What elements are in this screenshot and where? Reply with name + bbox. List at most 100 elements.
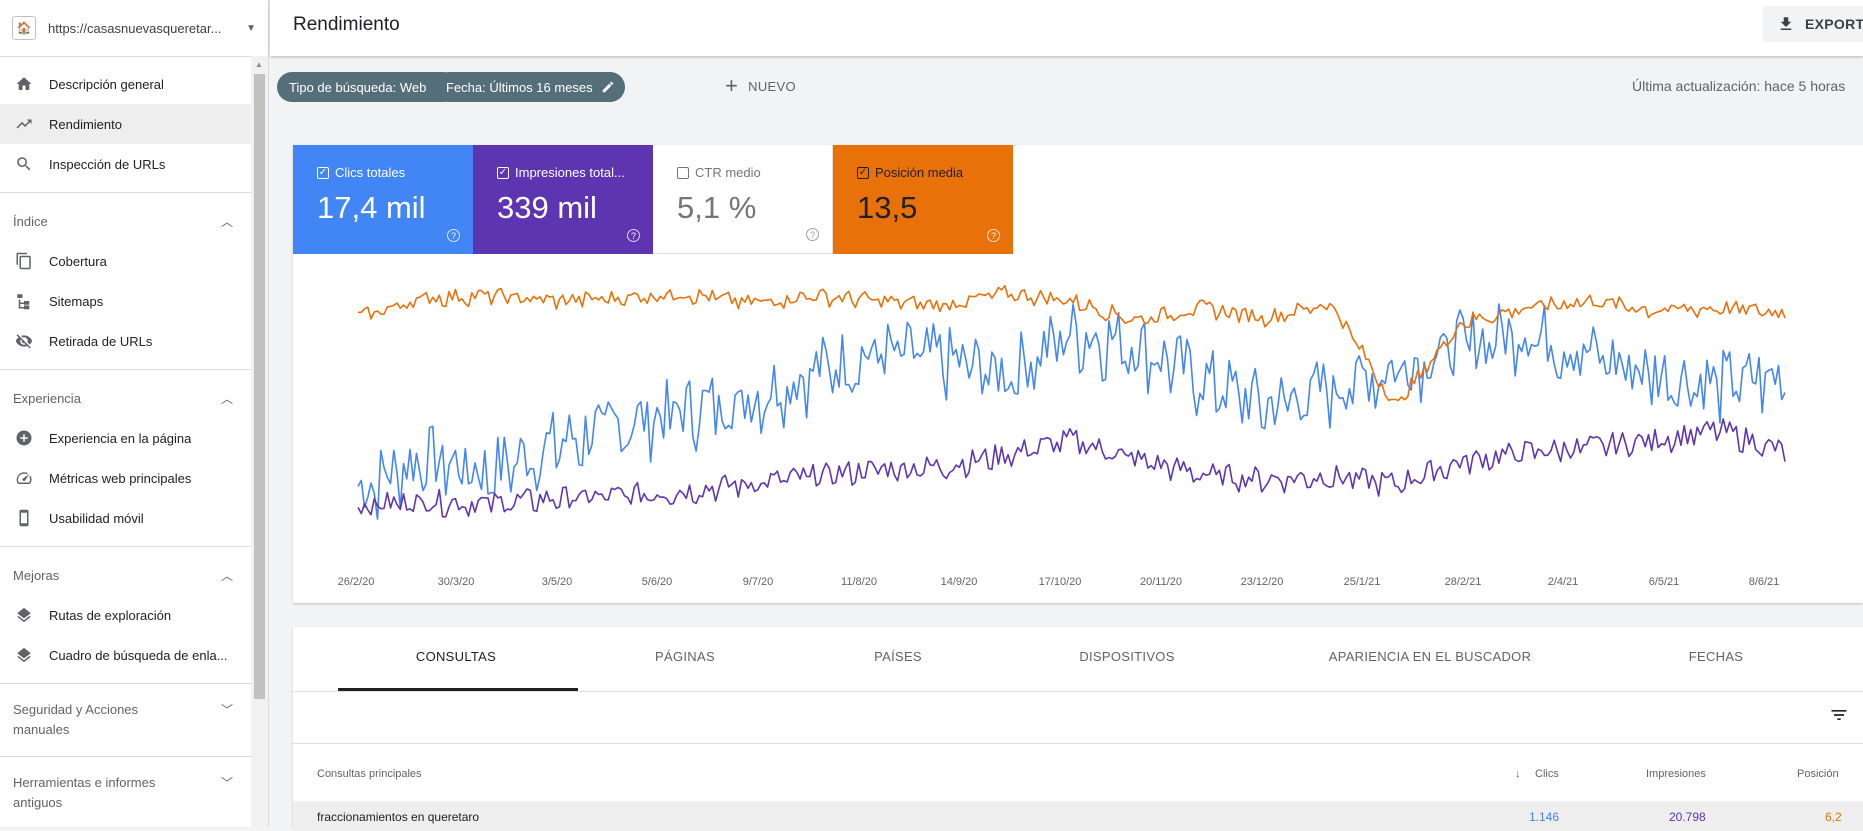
help-icon[interactable]: ? <box>447 229 460 242</box>
x-tick-label: 20/11/20 <box>1140 576 1182 588</box>
tab-queries[interactable]: CONSULTAS <box>415 649 497 664</box>
sidebar-item-core-web-vitals[interactable]: Métricas web principales <box>0 458 251 498</box>
scrollbar-thumb[interactable] <box>254 74 265 699</box>
visibility-off-icon <box>13 330 35 352</box>
divider <box>0 546 251 547</box>
chip-label: Fecha: Últimos 16 meses <box>446 79 593 95</box>
tab-devices[interactable]: DISPOSITIVOS <box>1079 649 1175 664</box>
metric-label: Posición media <box>875 165 964 180</box>
trending-up-icon <box>13 113 35 135</box>
tab-dates[interactable]: FECHAS <box>1688 649 1744 664</box>
sidebar-item-label: Sitemaps <box>49 293 104 309</box>
section-index-toggle[interactable]: Índice ︿ <box>0 201 251 241</box>
sidebar-scrollbar[interactable]: ▲ <box>251 56 268 827</box>
sidebar-item-url-inspection[interactable]: Inspección de URLs <box>0 144 251 184</box>
sidebar-item-label: Descripción general <box>49 76 164 92</box>
sidebar-item-sitelinks-searchbox[interactable]: Cuadro de búsqueda de enla... <box>0 635 251 675</box>
caret-down-icon: ▼ <box>246 22 256 34</box>
checkbox-checked-icon[interactable]: ✓ <box>857 166 869 179</box>
section-enhancements-toggle[interactable]: Mejoras ︿ <box>0 555 251 595</box>
sidebar-item-label: Usabilidad móvil <box>49 510 144 526</box>
divider <box>0 192 251 193</box>
metric-label: Impresiones total... <box>515 165 625 180</box>
x-tick-label: 30/3/20 <box>438 576 475 588</box>
x-tick-label: 25/1/21 <box>1344 576 1381 588</box>
sidebar-item-sitemaps[interactable]: Sitemaps <box>0 281 251 321</box>
tab-countries[interactable]: PAÍSES <box>874 649 922 664</box>
table-row[interactable]: fraccionamientos en queretaro 1.146 20.7… <box>293 801 1863 831</box>
section-legacy-tools-toggle[interactable]: Herramientas e informes antiguos ﹀ <box>0 765 251 821</box>
search-type-chip[interactable]: Tipo de búsqueda: Web <box>277 72 459 102</box>
tab-pages[interactable]: PÁGINAS <box>655 649 715 664</box>
download-icon <box>1780 17 1792 30</box>
sidebar-item-label: Rendimiento <box>49 116 122 132</box>
sidebar-item-performance[interactable]: Rendimiento <box>0 104 251 144</box>
section-security-toggle[interactable]: Seguridad y Acciones manuales ﹀ <box>0 692 251 748</box>
row-position: 6,2 <box>1825 810 1842 824</box>
checkbox-unchecked-icon[interactable] <box>677 166 689 179</box>
metric-value: 5,1 % <box>677 190 757 225</box>
sidebar-item-breadcrumbs[interactable]: Rutas de exploración <box>0 595 251 635</box>
scroll-up-arrow-icon[interactable]: ▲ <box>255 60 263 69</box>
metric-total-impressions[interactable]: ✓ Impresiones total... 339 mil ? <box>473 145 653 254</box>
x-tick-label: 23/12/20 <box>1241 576 1284 588</box>
section-title: Índice <box>13 213 48 229</box>
sidebar: 🏠 https://casasnuevasqueretar... ▼ Descr… <box>0 0 269 827</box>
series-line <box>357 418 1786 518</box>
section-title: Mejoras <box>13 567 60 583</box>
sidebar-item-coverage[interactable]: Cobertura <box>0 241 251 281</box>
export-button[interactable]: EXPORTAR <box>1763 6 1863 42</box>
section-title: Experiencia <box>13 390 81 406</box>
help-icon[interactable]: ? <box>987 229 1000 242</box>
new-filter-button[interactable]: + NUEVO <box>725 75 796 97</box>
section-experience-toggle[interactable]: Experiencia ︿ <box>0 378 251 418</box>
chevron-down-icon: ﹀ <box>220 776 233 790</box>
column-header-query[interactable]: Consultas principales <box>317 768 422 780</box>
tab-search-appearance[interactable]: APARIENCIA EN EL BUSCADOR <box>1328 649 1532 664</box>
date-range-chip[interactable]: Fecha: Últimos 16 meses <box>434 72 625 102</box>
x-tick-label: 14/9/20 <box>941 576 978 588</box>
active-tab-indicator <box>338 688 578 691</box>
results-table-card: CONSULTAS PÁGINAS PAÍSES DISPOSITIVOS AP… <box>293 627 1863 831</box>
checkbox-checked-icon[interactable]: ✓ <box>497 166 509 179</box>
search-icon <box>13 153 35 175</box>
checkbox-checked-icon[interactable]: ✓ <box>317 166 329 179</box>
x-tick-label: 6/5/21 <box>1649 576 1680 588</box>
help-icon[interactable]: ? <box>806 228 819 241</box>
performance-line-chart[interactable]: 26/2/20 30/3/20 3/5/20 5/6/20 9/7/20 11/8/20 1… <box>293 254 1863 603</box>
edit-pencil-icon <box>602 81 613 93</box>
sidebar-item-page-experience[interactable]: Experiencia en la página <box>0 418 251 458</box>
export-label: EXPORTAR <box>1805 16 1863 32</box>
metric-average-ctr[interactable]: CTR medio 5,1 % ? <box>653 145 833 254</box>
sidebar-item-mobile-usability[interactable]: Usabilidad móvil <box>0 498 251 538</box>
sort-arrow-down-icon[interactable]: ↓ <box>1515 768 1521 780</box>
column-header-impressions[interactable]: Impresiones <box>1646 768 1706 780</box>
section-title: Seguridad y Acciones manuales <box>13 702 139 737</box>
column-header-position[interactable]: Posición <box>1797 768 1839 780</box>
property-selector[interactable]: 🏠 https://casasnuevasqueretar... ▼ <box>0 0 268 57</box>
x-tick-label: 8/6/21 <box>1749 576 1780 588</box>
sidebar-item-label: Cobertura <box>49 253 107 269</box>
smartphone-icon <box>13 507 35 529</box>
sidebar-item-overview[interactable]: Descripción general <box>0 64 251 104</box>
x-tick-label: 28/2/21 <box>1445 576 1482 588</box>
metric-label: CTR medio <box>695 165 761 180</box>
help-icon[interactable]: ? <box>627 229 640 242</box>
sidebar-item-label: Retirada de URLs <box>49 333 153 349</box>
divider <box>0 756 251 757</box>
row-clicks: 1.146 <box>1529 810 1560 824</box>
add-circle-icon <box>13 427 35 449</box>
chevron-up-icon: ︿ <box>220 214 233 229</box>
column-header-clicks[interactable]: Clics <box>1535 768 1559 780</box>
sidebar-item-removals[interactable]: Retirada de URLs <box>0 321 251 361</box>
chevron-up-icon: ︿ <box>220 568 233 583</box>
page-header: Rendimiento EXPORTAR <box>270 0 1863 56</box>
filter-bar: Tipo de búsqueda: Web Fecha: Últimos 16 … <box>270 56 1863 119</box>
metric-average-position[interactable]: ✓ Posición media 13,5 ? <box>833 145 1013 254</box>
sidebar-item-label: Rutas de exploración <box>49 607 172 623</box>
chip-label: Tipo de búsqueda: Web <box>289 79 427 95</box>
series-line <box>358 284 1786 402</box>
metric-total-clicks[interactable]: ✓ Clics totales 17,4 mil ? <box>293 145 473 254</box>
row-query: fraccionamientos en queretaro <box>317 810 480 824</box>
table-filter-icon[interactable] <box>1829 705 1849 725</box>
